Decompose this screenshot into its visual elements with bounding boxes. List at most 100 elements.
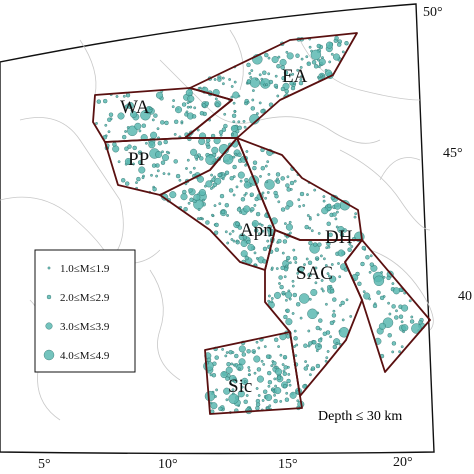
earthquake (228, 188, 234, 193)
earthquake (386, 275, 391, 281)
earthquake (330, 289, 335, 294)
earthquake (330, 263, 334, 266)
earthquake (240, 250, 248, 258)
lat-label: 40 (458, 289, 472, 304)
earthquake (225, 366, 233, 374)
earthquake (252, 351, 256, 354)
earthquake (401, 304, 409, 312)
earthquake (258, 101, 262, 105)
earthquake (255, 405, 260, 411)
earthquake (267, 380, 273, 385)
earthquake (243, 399, 248, 404)
earthquake (237, 120, 241, 124)
earthquake (300, 57, 304, 61)
earthquake (161, 154, 169, 162)
earthquake (329, 284, 333, 288)
earthquake (251, 220, 259, 228)
earthquake (303, 263, 306, 266)
earthquake (283, 275, 287, 279)
earthquake (161, 150, 164, 154)
earthquake (277, 345, 280, 348)
earthquake (126, 126, 130, 129)
earthquake (285, 258, 289, 262)
region-outline (204, 331, 303, 415)
earthquake (296, 68, 300, 72)
earthquake (180, 193, 188, 201)
earthquake (298, 80, 304, 86)
earthquake (285, 308, 290, 313)
earthquake (408, 299, 412, 303)
earthquake (368, 270, 372, 274)
earthquake (288, 220, 292, 224)
earthquake (315, 363, 321, 369)
earthquake (225, 376, 230, 381)
earthquake (255, 256, 259, 260)
earthquake (317, 231, 321, 235)
earthquake (217, 172, 222, 178)
earthquake (117, 112, 125, 120)
earthquake (180, 120, 184, 124)
earthquake (320, 279, 324, 282)
earthquake (308, 217, 312, 221)
earthquake (299, 191, 305, 197)
earthquake (299, 78, 303, 81)
earthquake (305, 257, 309, 261)
earthquake (285, 334, 291, 339)
earthquake (310, 289, 318, 297)
earthquake (332, 344, 337, 350)
earthquake (251, 98, 255, 102)
earthquake (249, 76, 253, 79)
earthquake (299, 66, 303, 69)
earthquake (338, 275, 342, 279)
earthquake (211, 161, 215, 165)
earthquake (325, 356, 329, 360)
earthquake (262, 70, 267, 75)
earthquake (300, 74, 304, 78)
earthquake (247, 373, 251, 377)
earthquake (306, 214, 310, 217)
earthquake (291, 312, 295, 315)
earthquake (284, 88, 289, 94)
earthquake (174, 106, 182, 114)
earthquake (265, 83, 268, 87)
earthquake (112, 145, 120, 153)
earthquake (287, 372, 291, 376)
earthquake (398, 350, 401, 354)
earthquake (205, 141, 210, 147)
earthquake (213, 230, 219, 235)
earthquake (291, 284, 295, 288)
earthquake (260, 223, 264, 227)
earthquake (308, 240, 313, 246)
earthquake (316, 213, 320, 217)
earthquake (189, 170, 193, 174)
earthquake (299, 293, 310, 304)
earthquake (245, 150, 249, 153)
earthquake (279, 353, 283, 357)
earthquake (261, 229, 265, 233)
earthquake (334, 202, 342, 210)
earthquake (155, 150, 163, 158)
earthquake (197, 87, 201, 90)
earthquake (255, 211, 261, 217)
earthquake (307, 260, 313, 265)
earthquake (249, 77, 261, 88)
earthquake (124, 146, 129, 151)
earthquake (138, 129, 142, 133)
earthquake (283, 222, 287, 226)
earthquake (219, 193, 225, 199)
earthquake (107, 130, 111, 134)
earthquake (339, 232, 345, 237)
earthquake (247, 243, 255, 251)
earthquakes (95, 36, 426, 415)
earthquake (411, 323, 422, 334)
earthquake (331, 313, 337, 318)
earthquake (241, 352, 247, 357)
earthquake (235, 221, 240, 227)
earthquake (271, 56, 279, 64)
earthquake (224, 354, 228, 358)
earthquake (223, 387, 231, 395)
earthquake (267, 172, 271, 176)
earthquake (285, 391, 289, 395)
earthquake (304, 224, 309, 230)
earthquake (181, 102, 187, 107)
